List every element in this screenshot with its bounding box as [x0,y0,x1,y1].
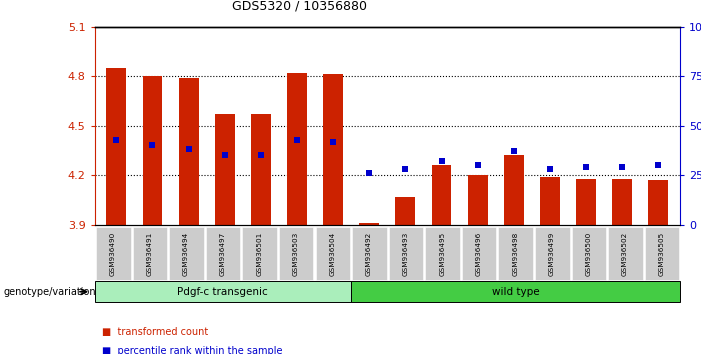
Bar [432,165,451,225]
Text: ■  percentile rank within the sample: ■ percentile rank within the sample [102,346,282,354]
Bar [468,175,488,225]
Text: GSM936494: GSM936494 [183,232,189,276]
Text: GSM936500: GSM936500 [585,232,592,276]
Text: GSM936503: GSM936503 [293,232,299,276]
Text: GSM936505: GSM936505 [659,232,665,276]
Text: GSM936492: GSM936492 [366,232,372,276]
Text: GSM936495: GSM936495 [440,232,445,276]
Text: GSM936496: GSM936496 [476,232,482,276]
Text: ■  transformed count: ■ transformed count [102,327,208,337]
Bar [179,78,198,225]
Bar [142,76,163,225]
Text: GSM936491: GSM936491 [147,232,153,276]
Bar [612,178,632,225]
Bar [360,223,379,225]
Bar [323,74,343,225]
Text: genotype/variation: genotype/variation [4,287,96,297]
Bar [251,114,271,225]
Text: GSM936501: GSM936501 [257,232,262,276]
Text: GSM936499: GSM936499 [549,232,555,276]
Bar [504,155,524,225]
Bar [287,73,307,225]
Text: GSM936497: GSM936497 [219,232,226,276]
Text: GDS5320 / 10356880: GDS5320 / 10356880 [232,0,367,12]
Bar [395,197,415,225]
Text: GSM936493: GSM936493 [402,232,409,276]
Text: GSM936498: GSM936498 [512,232,518,276]
Bar [107,68,126,225]
Text: GSM936504: GSM936504 [329,232,335,276]
Text: Pdgf-c transgenic: Pdgf-c transgenic [177,287,268,297]
Text: wild type: wild type [491,287,539,297]
Bar [576,178,596,225]
Text: GSM936502: GSM936502 [622,232,628,276]
Bar [648,180,668,225]
Text: GSM936490: GSM936490 [110,232,116,276]
Bar [540,177,560,225]
Bar [215,114,235,225]
